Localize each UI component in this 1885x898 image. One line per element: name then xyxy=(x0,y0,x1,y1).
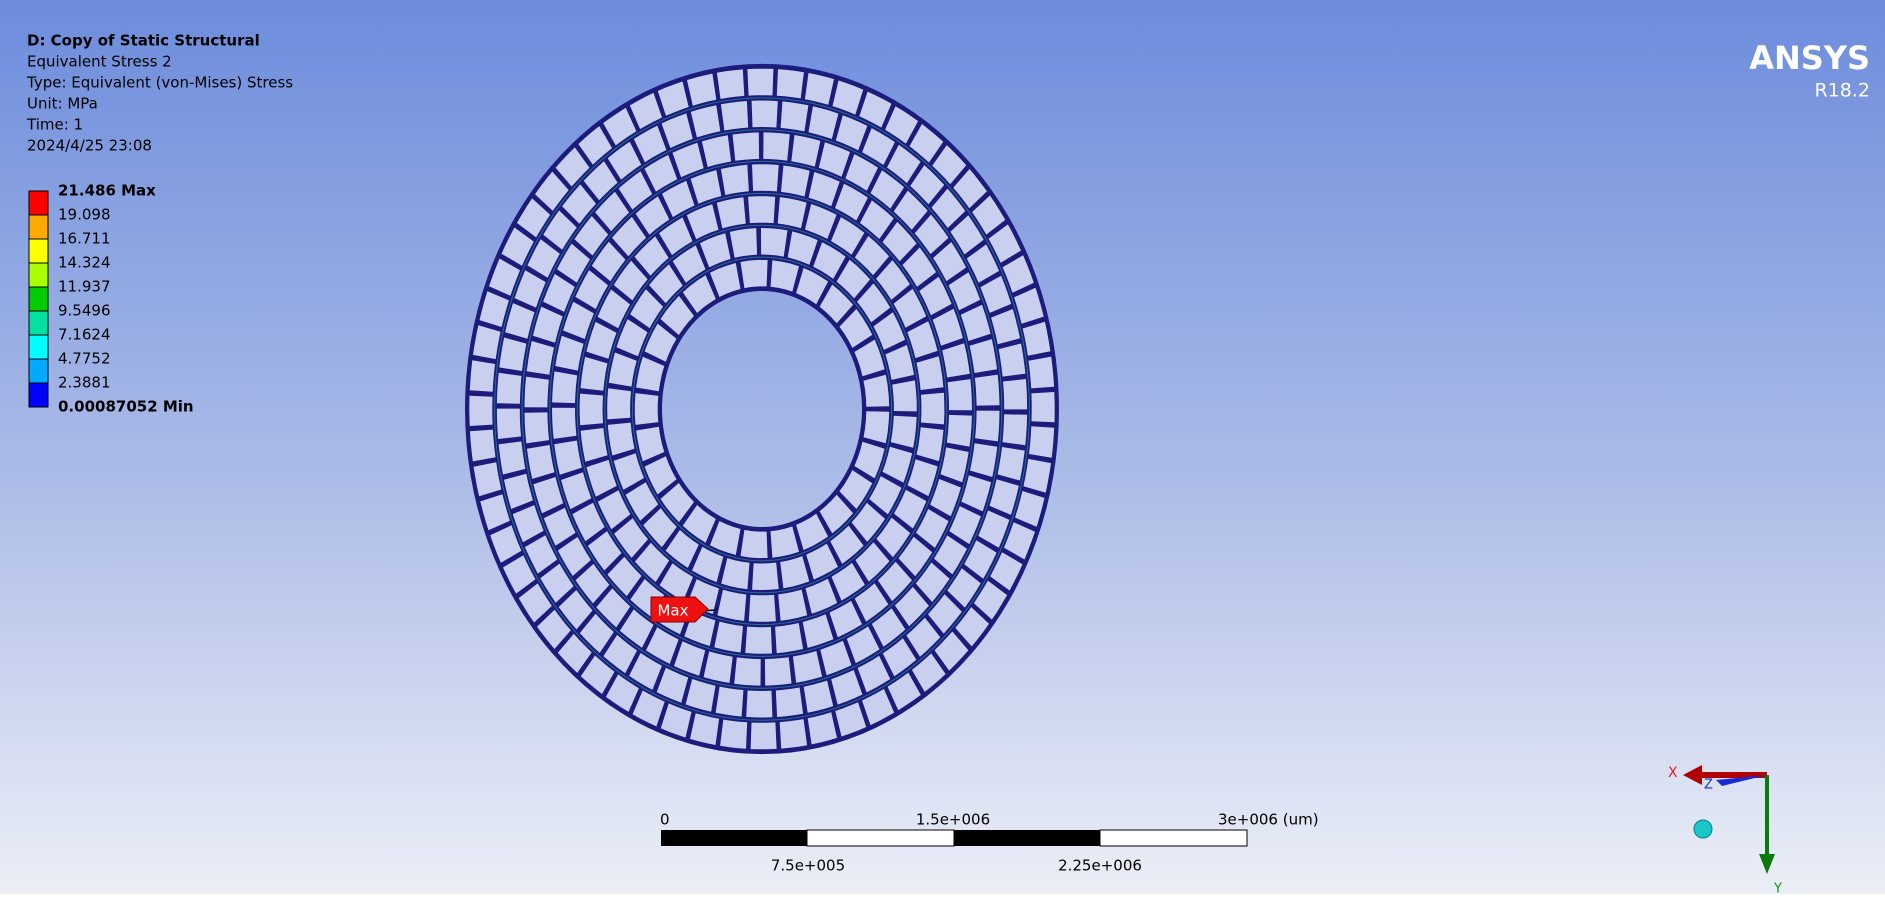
mesh-cell xyxy=(470,430,496,462)
mesh-cell xyxy=(780,719,807,749)
mesh-cell xyxy=(716,687,744,717)
x-axis-label: X xyxy=(1668,765,1678,781)
mesh-cell xyxy=(734,657,761,685)
legend-label: 4.7752 xyxy=(58,350,111,368)
mesh-cell xyxy=(777,69,804,98)
mesh-cell xyxy=(948,379,972,410)
mesh-cell xyxy=(730,228,757,258)
scale-segment xyxy=(954,830,1100,846)
mesh-cell xyxy=(775,623,803,653)
mesh-cell xyxy=(714,622,743,653)
mesh-cell xyxy=(752,164,779,191)
mesh-cell xyxy=(749,595,776,622)
scale-segment xyxy=(661,830,807,846)
mesh-cell xyxy=(552,408,576,439)
mesh-cell xyxy=(1003,414,1028,445)
legend-swatch xyxy=(29,239,48,263)
mesh-cell xyxy=(635,393,659,425)
mesh-cell xyxy=(607,388,631,419)
mesh-cell xyxy=(733,132,760,160)
legend-label: 16.711 xyxy=(58,230,111,248)
mesh-cell xyxy=(781,166,810,197)
mesh-cell xyxy=(892,380,917,411)
mesh-cell xyxy=(741,260,768,288)
header-unit: Unit: MPa xyxy=(27,95,98,113)
mesh-cell xyxy=(470,360,495,392)
mesh-cell xyxy=(891,416,917,448)
mesh-cell xyxy=(748,196,775,223)
legend-swatch xyxy=(29,191,48,215)
mesh-cell xyxy=(497,373,522,404)
mesh-cell xyxy=(717,69,744,99)
mesh-cell xyxy=(469,396,492,426)
mesh-cell xyxy=(1031,392,1054,422)
legend-swatch xyxy=(29,335,48,359)
mesh-cell xyxy=(499,441,526,474)
mesh-cell xyxy=(1029,357,1055,389)
scale-label: 0 xyxy=(660,811,670,829)
header-title: D: Copy of Static Structural xyxy=(27,32,260,50)
viewport: D: Copy of Static Structural Equivalent … xyxy=(0,0,1885,894)
mesh-cell xyxy=(947,415,972,447)
z-axis-label: Z xyxy=(1704,778,1713,793)
header-type: Type: Equivalent (von-Mises) Stress xyxy=(26,74,293,92)
origin-sphere xyxy=(1694,820,1712,838)
legend-swatch xyxy=(29,383,48,407)
header-date: 2024/4/25 23:08 xyxy=(27,137,152,155)
mesh-cell xyxy=(921,393,944,425)
mesh-cell xyxy=(525,377,549,408)
legend-label: 9.5496 xyxy=(58,302,111,320)
legend-swatch xyxy=(29,311,48,335)
legend-swatch xyxy=(29,215,48,239)
mesh-cell xyxy=(763,132,790,160)
mesh-cell xyxy=(747,69,773,96)
mesh-cell xyxy=(721,165,749,195)
mesh-cell xyxy=(975,375,1000,406)
legend-label: 2.3881 xyxy=(58,374,111,392)
scale-label: 2.25e+006 xyxy=(1058,857,1142,875)
legend-label: 0.00087052 Min xyxy=(58,398,194,416)
mesh-cell xyxy=(720,720,747,749)
mesh-cell xyxy=(752,563,779,590)
legend-label: 14.324 xyxy=(58,254,111,272)
mesh-cell xyxy=(525,412,550,443)
mesh-cell xyxy=(1003,379,1027,409)
mesh-cell xyxy=(741,530,768,558)
mesh-cell xyxy=(752,101,778,128)
mesh-cell xyxy=(746,691,772,718)
scale-segment xyxy=(1100,830,1247,846)
mesh-cell xyxy=(497,409,521,439)
mesh-cell xyxy=(999,344,1026,377)
mesh-cell xyxy=(580,394,603,426)
mesh-cell xyxy=(499,338,526,372)
scale-label: 7.5e+005 xyxy=(771,857,845,875)
header-time: Time: 1 xyxy=(26,116,83,134)
scale-label: 1.5e+006 xyxy=(916,811,990,829)
legend-swatch xyxy=(29,359,48,383)
mesh-cell xyxy=(721,101,748,131)
legend-label: 7.1624 xyxy=(58,326,111,344)
header-result: Equivalent Stress 2 xyxy=(27,53,172,71)
mesh-cell xyxy=(998,447,1025,481)
legend-label: 11.937 xyxy=(58,278,111,296)
legend-label: 21.486 Max xyxy=(58,182,156,200)
legend-label: 19.098 xyxy=(58,206,111,224)
mesh-cell xyxy=(761,228,788,257)
y-axis-label: Y xyxy=(1773,882,1782,895)
mesh-cell xyxy=(765,657,792,685)
logo-name: ANSYS xyxy=(1749,39,1870,77)
mesh-cell xyxy=(776,688,803,718)
logo-version: R18.2 xyxy=(1814,80,1870,102)
scale-label: 3e+006 (um) xyxy=(1218,811,1319,829)
scale-segment xyxy=(807,830,954,846)
legend-swatch xyxy=(29,287,48,311)
mesh-cell xyxy=(552,371,577,403)
mesh-cell xyxy=(751,722,777,749)
probe-label: Max xyxy=(657,602,688,620)
mesh-cell xyxy=(975,411,999,442)
legend-swatch xyxy=(29,263,48,287)
mesh-cell xyxy=(745,627,772,654)
mesh-cell xyxy=(781,101,809,131)
mesh-cell xyxy=(1029,426,1054,458)
